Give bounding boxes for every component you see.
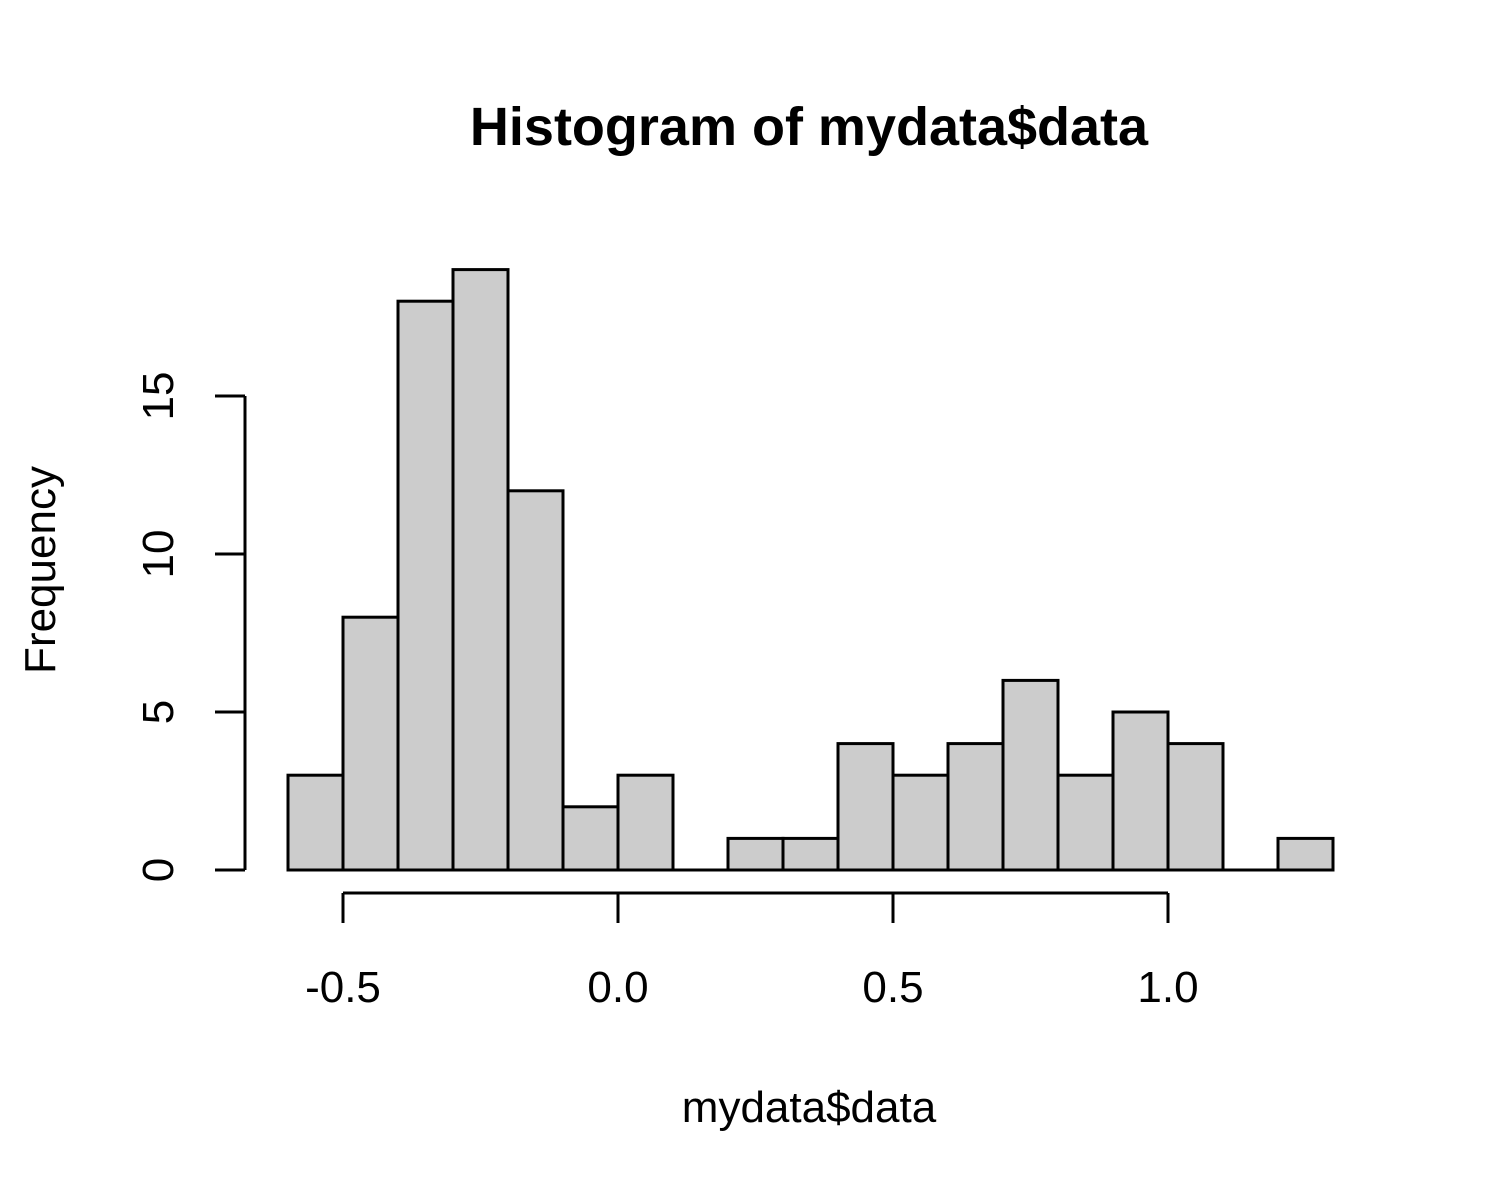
histogram-bar [836,742,895,872]
histogram-bar [396,299,455,872]
histogram-bar [1056,773,1115,872]
histogram-bar [781,836,840,872]
histogram-bar [1166,742,1225,872]
x-axis-label: mydata$data [682,1083,937,1132]
histogram-bar [726,836,785,872]
x-tick-label: 0.0 [587,963,648,1012]
bars-group [286,268,1335,872]
histogram-bar [451,268,510,872]
x-tick-label: 1.0 [1137,963,1198,1012]
histogram-bar [1111,710,1170,872]
x-tick-label: 0.5 [862,963,923,1012]
histogram-bar [616,773,675,872]
chart-title: Histogram of mydata$data [470,97,1149,157]
histogram-bar [946,742,1005,872]
histogram-bar [1276,836,1335,872]
histogram-bar [561,805,620,872]
y-tick-label: 15 [134,372,183,421]
histogram-bar [891,773,950,872]
histogram-bar [1001,678,1060,872]
histogram-bar [286,773,345,872]
y-tick-label: 0 [134,858,183,882]
y-axis: 0 5 10 15 [134,372,247,882]
y-axis-label: Frequency [16,466,65,674]
histogram-bar [506,489,565,872]
y-tick-label: 5 [134,700,183,724]
histogram-bar [341,615,400,872]
x-axis: -0.5 0.0 0.5 1.0 [305,891,1199,1012]
y-tick-label: 10 [134,530,183,579]
x-tick-label: -0.5 [305,963,381,1012]
